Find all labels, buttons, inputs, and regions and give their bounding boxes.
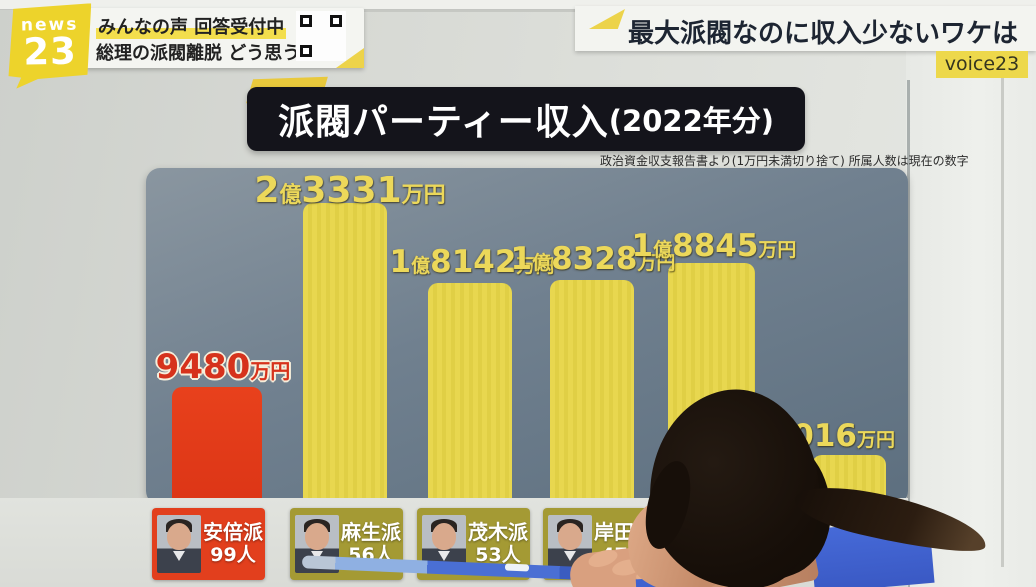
value-digits: 1 (389, 244, 412, 280)
portrait-face (305, 523, 329, 550)
portrait-face (167, 523, 191, 550)
pen-clip (504, 563, 530, 572)
chart-title-paren: (2022年分) (608, 104, 775, 138)
portrait-face (558, 523, 582, 550)
value-label-faction5: 1億8845万円 (624, 228, 804, 264)
poll-banner-line2: 総理の派閥離脱 どう思う? (96, 43, 311, 64)
headline-banner: 最大派閥なのに収入少ないワケは (575, 6, 1036, 51)
faction-name: 茂木派 (468, 520, 528, 544)
value-digits: 8845 (672, 228, 759, 264)
value-unit: 億 (653, 239, 673, 261)
portrait-face (432, 523, 456, 550)
bar-motegi-faction (428, 283, 512, 505)
qr-eye-icon (330, 15, 342, 27)
value-label-kishida: 1億8328万円 (503, 241, 683, 277)
poll-banner-line1: みんなの声 回答受付中 (96, 13, 287, 39)
value-label-aso: 2億3331万円 (245, 170, 455, 211)
qr-eye-icon (300, 15, 312, 27)
faction-members: 53人 (475, 544, 521, 566)
chart-title: 派閥パーティー収入 (2022年分) (247, 87, 805, 151)
wall-right-panel (906, 9, 1036, 587)
value-label-abe: 9480万円 (150, 347, 296, 387)
chart-title-main: 派閥パーティー収入 (277, 102, 609, 143)
value-unit: 万円 (250, 359, 291, 383)
value-unit: 万円 (637, 252, 676, 274)
bar-aso-faction (303, 203, 387, 505)
portrait-shirt (564, 551, 576, 561)
value-digits: 1 (510, 241, 533, 277)
abe-portrait (157, 515, 201, 573)
source-note: 政治資金収支報告書より(1万円未満切り捨て) 所属人数は現在の数字 (600, 154, 969, 168)
value-unit: 万円 (758, 239, 797, 261)
portrait-shirt (438, 551, 450, 561)
bar-kishida-faction (550, 280, 634, 505)
value-unit: 万円 (856, 429, 895, 451)
qr-code-icon (296, 11, 346, 61)
faction-card-abe: 安倍派 99人 (152, 508, 265, 580)
faction-name: 安倍派 (203, 520, 263, 544)
value-label-motegi: 1億8142万円 (382, 244, 562, 280)
value-digits: 2 (254, 170, 280, 211)
value-digits: 3331 (301, 170, 402, 211)
value-unit: 億 (411, 255, 431, 277)
headline-text: 最大派閥なのに収入少ないワケは (627, 19, 1018, 49)
wall-seam-line (362, 10, 576, 12)
value-unit: 億 (532, 252, 552, 274)
value-digits: 8142 (430, 244, 517, 280)
qr-eye-icon (300, 45, 312, 57)
wall-crease (907, 80, 910, 587)
program-tag-voice23: voice23 (936, 51, 1028, 78)
news23-logo: news 23 (7, 3, 92, 88)
wall-crease (1001, 60, 1004, 567)
value-unit: 万円 (516, 255, 555, 277)
wall-top-strip (0, 0, 1036, 10)
value-digits: 1 (631, 228, 654, 264)
value-unit: 億 (279, 183, 302, 208)
logo-text-23: 23 (22, 29, 78, 74)
value-digits: 9480 (155, 347, 251, 387)
faction-name: 麻生派 (341, 520, 401, 544)
faction-members: 99人 (210, 544, 256, 566)
bar-abe-faction (172, 387, 262, 505)
portrait-shirt (173, 551, 185, 561)
value-unit: 万円 (401, 183, 446, 208)
value-digits: 8328 (551, 241, 638, 277)
